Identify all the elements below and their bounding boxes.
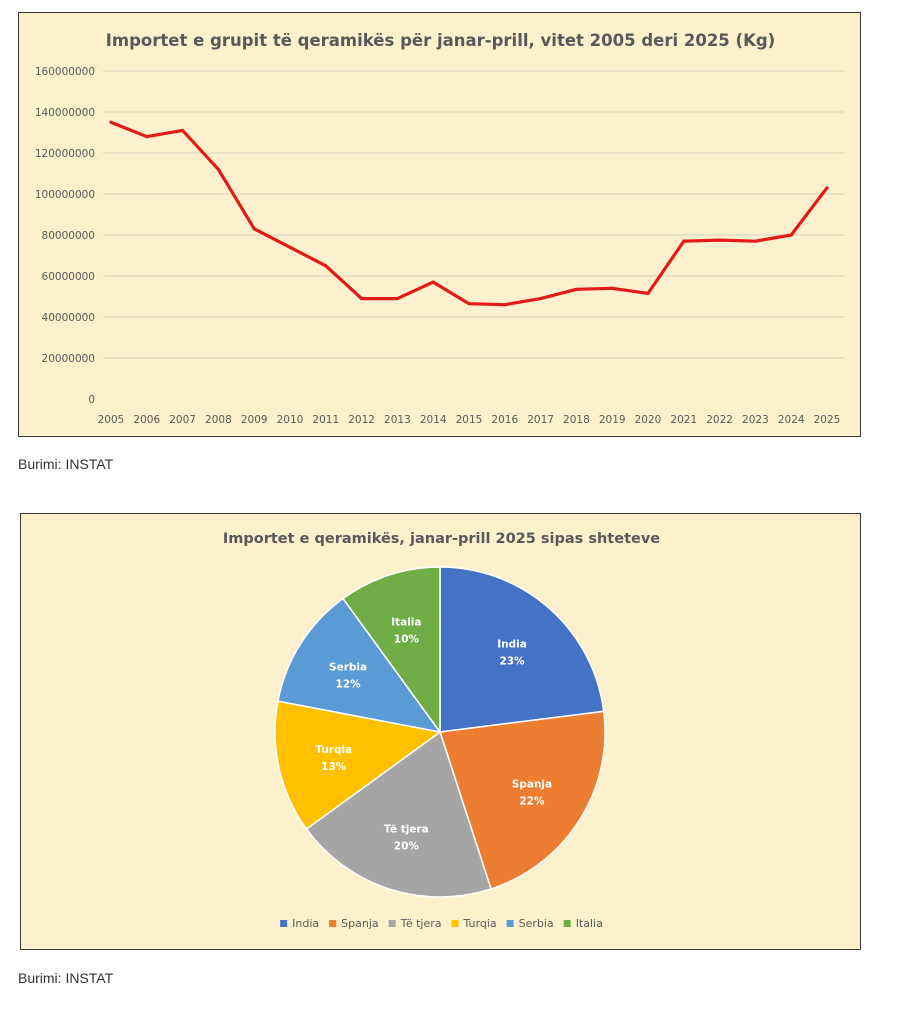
y-tick-label: 40000000: [42, 312, 95, 324]
data-point-2006: [145, 135, 149, 139]
pie-chart-title: Importet e qeramikës, janar-prill 2025 s…: [223, 531, 660, 547]
x-tick-label: 2005: [98, 414, 125, 426]
legend-item-spanja: Spanja: [329, 917, 379, 930]
legend-swatch-te-tjera: [388, 920, 396, 927]
data-point-2018: [574, 287, 579, 291]
pie-legend: India Spanja Të tjera Turqia Serbia Italia: [280, 917, 603, 930]
series-line: [110, 120, 829, 307]
legend-swatch-turqia: [451, 920, 459, 927]
y-tick-label: 60000000: [42, 271, 95, 283]
pie-slice-te-tjera: [305, 730, 492, 898]
legend-label-italia: Italia: [576, 917, 603, 930]
data-point-2024: [789, 233, 793, 237]
data-point-2007: [181, 128, 185, 133]
pie-slice-turqia: [274, 700, 442, 831]
legend-label-india: India: [292, 917, 319, 930]
data-point-2017: [539, 296, 543, 301]
x-tick-label: 2016: [491, 414, 518, 426]
data-point-2021: [682, 239, 686, 243]
data-point-2009: [252, 227, 256, 231]
data-point-2011: [324, 264, 328, 268]
x-tick-label: 2020: [635, 414, 662, 426]
pie-slice-india: [439, 566, 605, 733]
x-tick-label: 2014: [420, 414, 447, 426]
data-point-2013: [395, 296, 399, 301]
data-point-2022: [718, 238, 722, 242]
slice-percent-serbia: 12%: [335, 679, 361, 691]
pie-chart-svg: Importet e qeramikës, janar-prill 2025 s…: [223, 531, 660, 930]
x-tick-label: 2006: [133, 414, 160, 426]
data-point-2019: [610, 286, 614, 290]
y-tick-label: 140000000: [35, 107, 95, 119]
line-chart-svg: Importet e grupit të qeramikës për janar…: [35, 31, 845, 426]
legend-label-te-tjera: Të tjera: [400, 917, 442, 930]
x-tick-label: 2023: [742, 414, 769, 426]
legend-item-turqia: Turqia: [451, 917, 497, 930]
slice-label-serbia: Serbia: [329, 662, 367, 674]
x-tick-label: 2011: [312, 414, 339, 426]
y-tick-label: 80000000: [42, 230, 95, 242]
x-tick-label: 2017: [527, 414, 554, 426]
y-tick-label: 20000000: [42, 353, 95, 365]
slice-label-te-tjera: Të tjera: [384, 824, 429, 836]
data-point-2014: [431, 280, 435, 284]
slice-percent-turqia: 13%: [321, 761, 347, 773]
slice-percent-india: 23%: [499, 655, 525, 667]
data-point-2005: [109, 120, 113, 124]
data-point-2015: [467, 302, 471, 306]
slice-percent-te-tjera: 20%: [394, 841, 420, 853]
y-tick-label: 160000000: [35, 66, 95, 78]
slice-label-italia: Italia: [391, 616, 421, 628]
x-tick-label: 2019: [599, 414, 626, 426]
data-point-2023: [753, 239, 758, 243]
x-tick-label: 2007: [169, 414, 196, 426]
x-tick-label: 2025: [814, 414, 841, 426]
source-note-line-chart: Burimi: INSTAT: [18, 456, 114, 472]
line-chart-title: Importet e grupit të qeramikës për janar…: [106, 31, 775, 50]
y-tick-label: 100000000: [35, 189, 95, 201]
data-point-2016: [503, 303, 507, 307]
x-tick-label: 2021: [670, 414, 697, 426]
legend-item-te-tjera: Të tjera: [388, 917, 442, 930]
x-tick-label: 2013: [384, 414, 411, 426]
slice-label-spanja: Spanja: [512, 778, 552, 790]
slice-label-turqia: Turqia: [315, 744, 352, 756]
y-tick-label: 0: [88, 394, 95, 406]
legend-item-italia: Italia: [563, 917, 603, 930]
pie-slice-italia: [341, 566, 441, 735]
legend-item-serbia: Serbia: [506, 917, 554, 930]
x-tick-label: 2009: [241, 414, 268, 426]
pie-chart: Importet e qeramikës, janar-prill 2025 s…: [20, 513, 861, 950]
data-point-2010: [288, 245, 292, 249]
legend-swatch-spanja: [329, 920, 337, 927]
data-point-2008: [216, 167, 220, 171]
y-tick-label: 120000000: [35, 148, 95, 160]
x-tick-label: 2022: [706, 414, 733, 426]
x-tick-label: 2010: [277, 414, 304, 426]
slice-percent-italia: 10%: [394, 633, 420, 645]
legend-swatch-serbia: [506, 920, 514, 927]
legend-swatch-india: [280, 920, 288, 927]
x-tick-label: 2024: [778, 414, 805, 426]
line-chart: Importet e grupit të qeramikës për janar…: [18, 12, 861, 437]
legend-label-spanja: Spanja: [341, 917, 378, 930]
x-tick-label: 2015: [456, 414, 483, 426]
data-point-2012: [360, 296, 364, 301]
legend-item-india: India: [280, 917, 319, 930]
source-note-pie-chart: Burimi: INSTAT: [18, 970, 114, 986]
x-tick-label: 2008: [205, 414, 232, 426]
legend-label-turqia: Turqia: [462, 917, 496, 930]
x-tick-label: 2018: [563, 414, 590, 426]
x-tick-label: 2012: [348, 414, 375, 426]
legend-label-serbia: Serbia: [519, 917, 554, 930]
slice-label-india: India: [497, 638, 527, 650]
pie-slice-spanja: [439, 710, 606, 890]
data-point-2020: [646, 291, 650, 296]
slice-percent-spanja: 22%: [519, 795, 545, 807]
legend-swatch-italia: [563, 920, 571, 927]
data-point-2025: [825, 186, 829, 190]
pie-slice-serbia: [277, 597, 442, 734]
